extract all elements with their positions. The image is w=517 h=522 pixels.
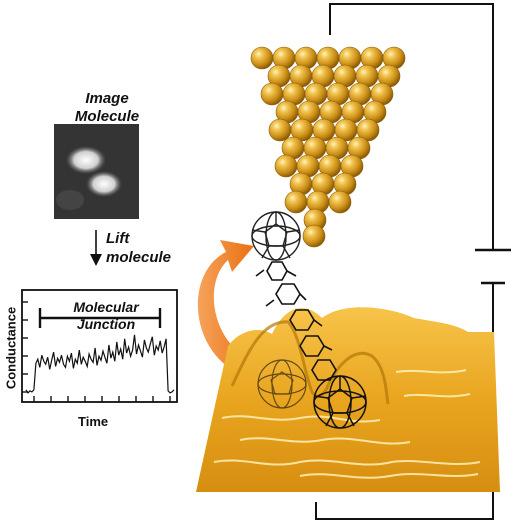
buckyball-lifted — [251, 211, 301, 261]
image-molecule-label: Image Molecule — [52, 90, 162, 126]
junction-bracket — [38, 308, 162, 328]
series-line — [25, 334, 175, 394]
down-arrow-icon — [90, 230, 102, 266]
gold-atom — [328, 190, 352, 214]
label-line-junction: Junction — [76, 316, 136, 332]
conductance-chart — [21, 289, 178, 403]
label-line-molecule: Molecule — [74, 108, 140, 125]
chart-frame — [21, 289, 178, 403]
curved-arrow-icon — [197, 240, 254, 372]
battery-icon — [475, 248, 511, 285]
gold-atom — [260, 82, 284, 106]
gold-surface — [196, 307, 500, 492]
label-line-lift: Lift — [106, 230, 130, 247]
y-axis-label: Conductance — [3, 292, 19, 404]
buckyball-surface-left — [257, 359, 307, 409]
buckyball-surface-right — [313, 375, 367, 429]
gold-atom — [268, 118, 292, 142]
molecular-backbone — [255, 261, 337, 381]
lift-molecule-label: Lift molecule — [106, 229, 171, 267]
molecular-junction-label: Molecular Junction — [50, 299, 162, 333]
label-line-image: Image — [85, 90, 129, 107]
gold-atom — [274, 154, 298, 178]
label-line-lift-molecule: molecule — [106, 249, 172, 266]
y-axis-label-text: Conductance — [3, 306, 19, 390]
label-line-molecular: Molecular — [73, 299, 139, 315]
gold-stm-tip — [250, 46, 406, 248]
gold-atom — [250, 46, 274, 70]
x-axis-label: Time — [78, 414, 109, 429]
gold-atom — [284, 190, 308, 214]
gold-atom — [356, 118, 380, 142]
gold-atom — [302, 224, 326, 248]
stm-image — [54, 124, 139, 219]
